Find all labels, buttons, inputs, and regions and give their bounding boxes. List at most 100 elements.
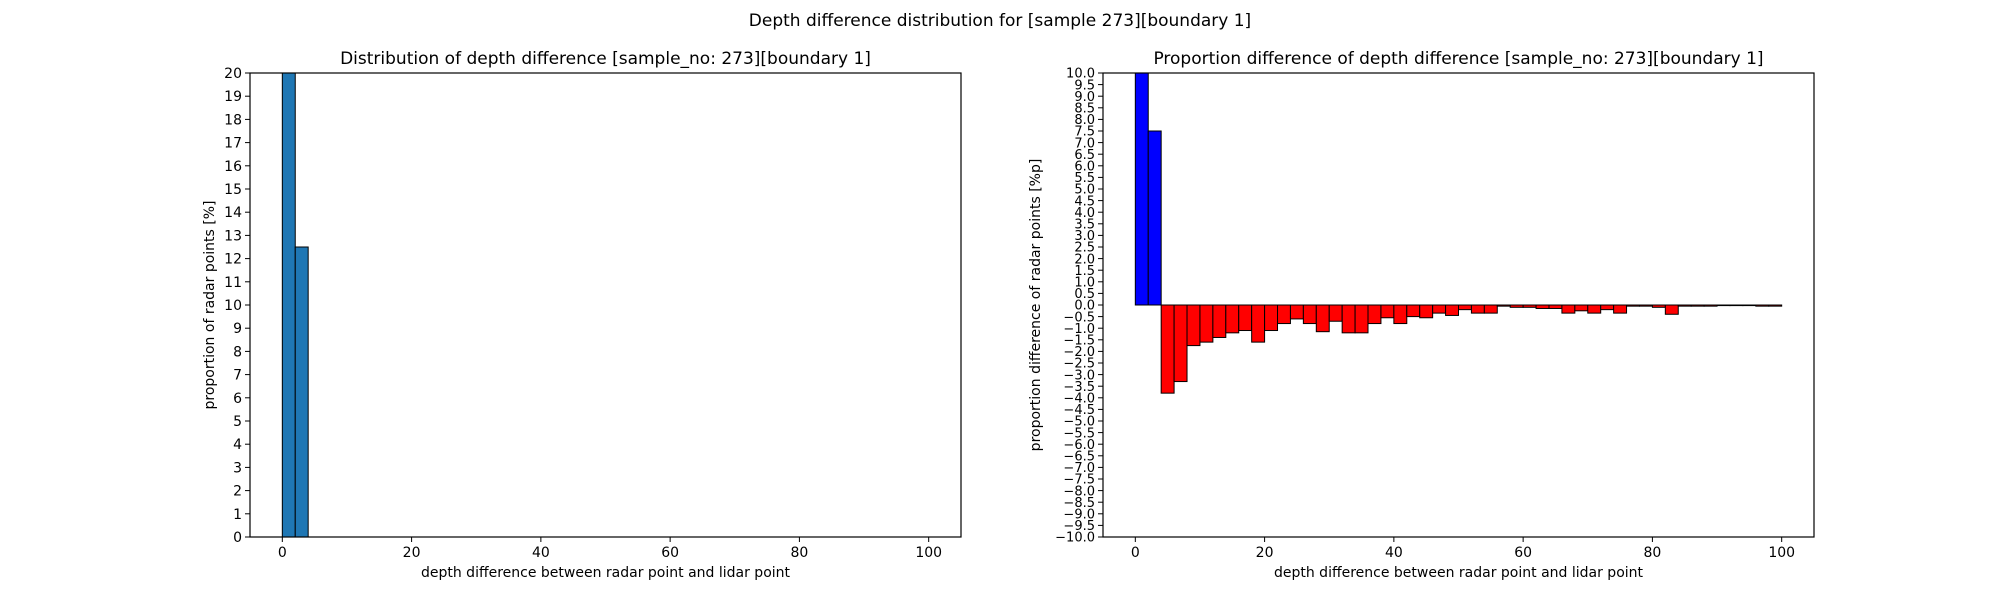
y-tick-label: 2.0: [1074, 252, 1095, 267]
y-tick-label: 14: [224, 205, 242, 221]
y-tick-label: 7.5: [1074, 125, 1095, 140]
x-tick-label: 60: [661, 545, 679, 561]
left-chart-ticks: 0 20 40 60 80 1000123456789101112131415161718…: [224, 66, 942, 561]
y-tick-label: 3.0: [1074, 229, 1095, 244]
y-tick-label: 5.0: [1074, 183, 1095, 198]
y-tick-label: 1: [233, 507, 242, 523]
chart-bar: [1341, 304, 1356, 334]
chart-bar: [1703, 304, 1718, 307]
y-tick-label: 16: [224, 159, 242, 175]
y-tick-label: −8.0: [1063, 484, 1095, 499]
chart-bar: [1445, 304, 1460, 316]
right-chart-ylabel: proportion difference of radar points [%…: [1028, 159, 1044, 452]
y-tick-label: −7.5: [1063, 473, 1095, 488]
left-chart-frame: [249, 72, 962, 538]
chart-bar: [1768, 304, 1783, 307]
chart-bar: [1483, 304, 1498, 314]
chart-bar: [1664, 304, 1679, 315]
chart-bar: [1264, 304, 1279, 332]
chart-bar: [1638, 304, 1653, 307]
y-tick-label: 6.5: [1074, 148, 1095, 163]
chart-bar: [1458, 304, 1472, 311]
chart-bar: [1315, 304, 1330, 333]
y-tick-label: 18: [224, 112, 242, 128]
x-tick-label: 100: [1768, 545, 1795, 561]
left-chart-title: Distribution of depth difference [sample…: [340, 49, 871, 69]
chart-bar: [1716, 304, 1731, 307]
right-chart-frame: [1102, 72, 1815, 538]
chart-bar: [1496, 304, 1511, 307]
chart-bar: [1419, 304, 1434, 319]
y-tick-label: −6.0: [1063, 438, 1095, 453]
y-tick-label: 0: [233, 530, 242, 546]
chart-bar: [1690, 304, 1705, 307]
y-tick-label: 2: [233, 484, 242, 500]
chart-bar: [1173, 304, 1188, 383]
chart-bar: [1147, 130, 1162, 306]
y-tick-label: 4: [233, 437, 242, 453]
y-tick-label: 1.5: [1074, 264, 1095, 279]
right-chart-bars: [1134, 72, 1783, 394]
y-tick-label: 13: [224, 228, 242, 244]
y-tick-label: −3.0: [1063, 368, 1095, 383]
x-tick-label: 20: [403, 545, 421, 561]
figure-suptitle: Depth difference distribution for [sampl…: [749, 11, 1251, 31]
y-tick-label: 8.0: [1074, 113, 1095, 128]
chart-bar: [1626, 304, 1640, 307]
chart-bar: [1251, 304, 1266, 343]
chart-bar: [1574, 304, 1589, 312]
y-tick-label: 20: [224, 66, 242, 82]
chart-bar: [1238, 304, 1253, 332]
y-tick-label: −6.5: [1063, 449, 1095, 464]
y-tick-label: 3: [233, 460, 242, 476]
y-tick-label: 7.0: [1074, 136, 1095, 151]
chart-bar: [1470, 304, 1485, 314]
y-tick-label: 0.5: [1074, 287, 1095, 302]
y-tick-label: 6.0: [1074, 159, 1095, 174]
y-tick-label: 9.5: [1074, 78, 1095, 93]
chart-bar: [1302, 304, 1317, 325]
x-tick-label: 20: [1256, 545, 1274, 561]
y-tick-label: 10: [224, 298, 242, 314]
y-tick-label: −2.0: [1063, 345, 1095, 360]
x-tick-label: 40: [1385, 545, 1403, 561]
chart-bar: [1393, 304, 1408, 325]
y-tick-label: 15: [224, 182, 242, 198]
chart-bar: [1199, 304, 1214, 343]
y-tick-label: −5.0: [1063, 415, 1095, 430]
chart-bar: [1600, 304, 1615, 311]
chart-bar: [1328, 304, 1343, 322]
chart-bar: [1677, 304, 1692, 307]
y-tick-label: 4.0: [1074, 206, 1095, 221]
y-tick-label: 7: [233, 368, 242, 384]
chart-bar: [1742, 304, 1757, 307]
x-tick-label: 60: [1514, 545, 1532, 561]
y-tick-label: 12: [224, 252, 242, 268]
x-tick-label: 80: [1643, 545, 1661, 561]
y-tick-label: 19: [224, 89, 242, 105]
y-tick-label: −9.5: [1063, 519, 1095, 534]
x-tick-label: 100: [915, 545, 942, 561]
y-tick-label: −4.5: [1063, 403, 1095, 418]
y-tick-label: −9.0: [1063, 507, 1095, 522]
left-chart: Distribution of depth difference [sample…: [202, 49, 962, 581]
chart-bar: [1651, 304, 1666, 308]
chart-bar: [1613, 304, 1628, 314]
x-tick-label: 0: [1131, 545, 1140, 561]
y-tick-label: 0.0: [1074, 299, 1095, 314]
y-tick-label: 9: [233, 321, 242, 337]
chart-bar: [1212, 304, 1227, 338]
y-tick-label: −2.5: [1063, 357, 1095, 372]
chart-bar: [281, 72, 296, 538]
x-tick-label: 40: [532, 545, 550, 561]
left-chart-xlabel: depth difference between radar point and…: [421, 565, 791, 581]
chart-bar: [1367, 304, 1382, 325]
y-tick-label: −1.5: [1063, 333, 1095, 348]
chart-bar: [1160, 304, 1175, 394]
right-chart-title: Proportion difference of depth differenc…: [1153, 49, 1763, 69]
y-tick-label: 10.0: [1066, 67, 1095, 82]
y-tick-label: −7.0: [1063, 461, 1095, 476]
y-tick-label: 8.5: [1074, 101, 1095, 116]
chart-bar: [1729, 304, 1744, 307]
